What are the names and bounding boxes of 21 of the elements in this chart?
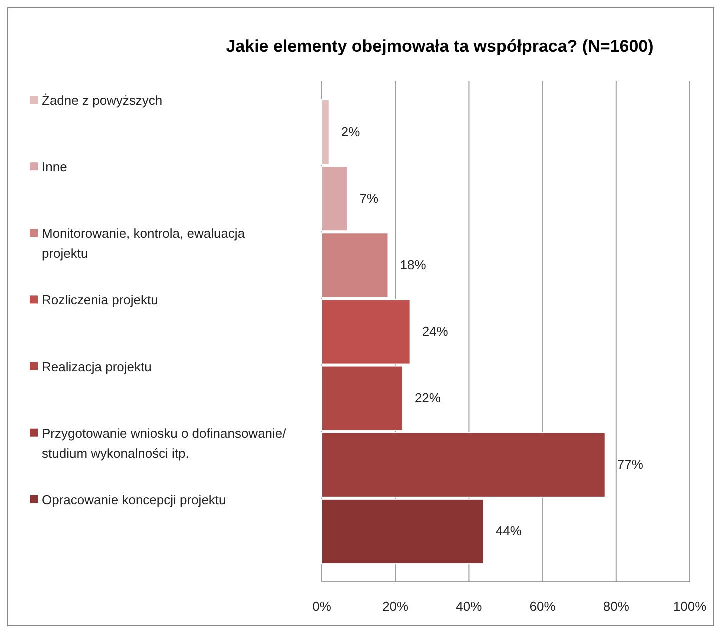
- legend-label: Przygotowanie wniosku o dofinansowanie/ studium wykonalności itp.: [42, 426, 287, 461]
- chart-title: Jakie elementy obejmowała ta współpraca? (N=1600): [226, 37, 654, 56]
- x-tick-label: 100%: [673, 599, 708, 614]
- data-label: 7%: [360, 190, 379, 206]
- legend-label: Opracowanie koncepcji projektu: [42, 492, 226, 508]
- x-tick-label: 80%: [603, 599, 630, 614]
- x-tick-label: 20%: [382, 599, 410, 614]
- data-label: 77%: [617, 457, 644, 472]
- legend-label: Monitorowanie, kontrola, ewaluacja projektu: [42, 226, 246, 262]
- data-label: 22%: [414, 390, 442, 406]
- data-label: 44%: [496, 524, 522, 539]
- legend-label: Inne: [42, 160, 68, 175]
- x-tick-label: 60%: [530, 599, 556, 614]
- data-label: 18%: [400, 257, 427, 272]
- legend-label: Realizacja projektu: [42, 359, 152, 374]
- data-label: 24%: [422, 324, 449, 339]
- legend-label: Żadne z powyższych: [42, 93, 163, 108]
- x-tick-label: 0%: [312, 599, 332, 614]
- data-label: 2%: [341, 124, 361, 140]
- legend-label: Rozliczenia projektu: [42, 292, 158, 308]
- x-tick-label: 40%: [456, 599, 483, 614]
